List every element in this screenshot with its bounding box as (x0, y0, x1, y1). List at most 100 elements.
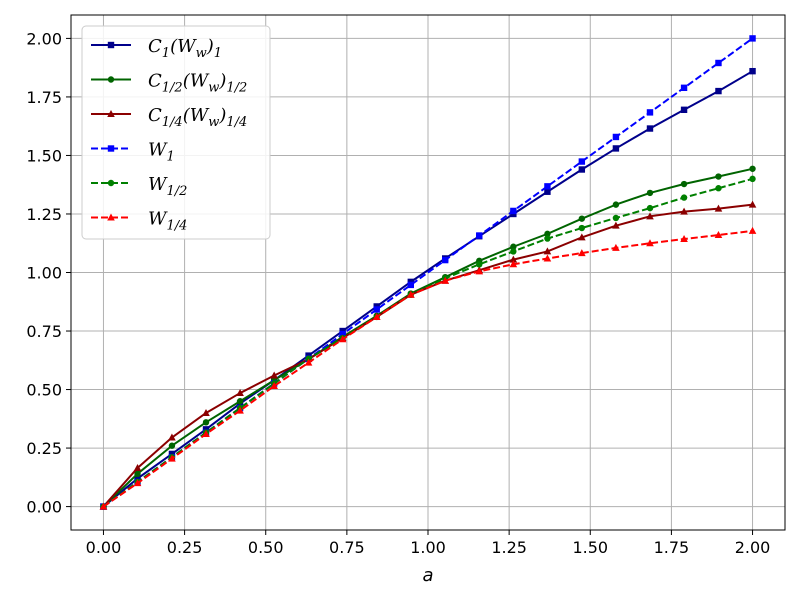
data-point (612, 201, 620, 208)
legend-label-subscript: w (196, 46, 207, 61)
series-line (102, 167, 753, 508)
legend-label: C1/2(Ww)1/2 (148, 71, 247, 96)
y-tick-label: 0.25 (26, 439, 62, 458)
legend-entry: C1(Ww)1 (91, 36, 222, 61)
legend-label-text: W (148, 174, 168, 195)
data-point (99, 502, 108, 510)
data-point (680, 207, 688, 215)
legend-label-subscript: 1/2 (167, 184, 188, 199)
legend-entry: C1/2(Ww)1/2 (91, 71, 247, 96)
data-point (304, 358, 313, 366)
data-point (509, 255, 518, 263)
data-point (680, 235, 688, 243)
legend-marker (107, 41, 115, 49)
legend-entry: C1/4(Ww)1/4 (91, 105, 247, 130)
data-point (202, 419, 210, 426)
y-tick-label: 1.25 (26, 205, 62, 224)
data-point (680, 106, 688, 114)
legend-label-text: (W (170, 36, 197, 57)
data-point (646, 125, 654, 132)
data-point (373, 306, 380, 313)
legend-label: W1 (148, 140, 175, 165)
legend-label-subscript: 1/2 (226, 81, 247, 96)
data-point (544, 183, 551, 190)
legend-marker (107, 145, 115, 152)
series-line (102, 70, 754, 508)
legend-label-subscript: w (208, 115, 219, 130)
legend-label-text: C (148, 71, 162, 92)
data-point (578, 215, 586, 222)
legend-label-subscript: 1/2 (162, 81, 183, 96)
data-point (133, 463, 142, 471)
data-point (578, 249, 586, 257)
data-point (510, 207, 517, 215)
x-tick-label: 0.25 (167, 538, 203, 557)
data-point (646, 212, 654, 220)
legend-label: W1/2 (148, 174, 187, 199)
data-point (372, 312, 381, 320)
data-point (749, 35, 756, 42)
legend-marker (107, 213, 115, 221)
data-point (715, 59, 722, 67)
legend-box (81, 25, 271, 240)
data-point (236, 398, 244, 405)
data-point (476, 232, 483, 239)
y-tick-label: 0.75 (26, 322, 62, 341)
legend-label-text: (W (183, 71, 210, 92)
data-point (270, 382, 278, 390)
data-point (748, 200, 757, 208)
data-point (544, 235, 551, 242)
series-5 (99, 226, 757, 510)
data-point (168, 442, 176, 449)
data-point (680, 84, 688, 92)
data-point (168, 454, 176, 462)
data-point (133, 479, 142, 487)
data-point (578, 158, 586, 165)
legend-label-text: W (148, 209, 168, 230)
data-point (441, 276, 450, 284)
data-point (646, 189, 654, 197)
data-point (578, 166, 586, 173)
ticks: 0.00 0.25 0.50 0.75 1.00 1.25 1.50 1.75 2.00 0.00… (26, 29, 770, 557)
legend-label-subscript: 1 (162, 46, 170, 61)
data-point (544, 188, 551, 195)
y-tick-label: 1.75 (26, 88, 62, 107)
data-point (714, 231, 723, 239)
legend-label-subscript: w (208, 81, 219, 96)
x-tick-label: 1.75 (654, 538, 690, 557)
legend-label: C1(Ww)1 (148, 36, 222, 61)
legend-label: W1/4 (148, 209, 187, 234)
data-point (510, 243, 517, 250)
data-point (407, 281, 414, 289)
data-point (749, 67, 756, 75)
legend-label-text: W (148, 140, 168, 161)
legend-label-text: C (148, 36, 162, 57)
data-point (510, 248, 517, 255)
x-tick-label: 2.00 (735, 538, 771, 557)
legend-entry: W1/4 (91, 209, 187, 234)
data-point (715, 173, 722, 180)
x-axis-label: a (422, 565, 433, 586)
data-point (714, 204, 723, 212)
y-tick-label: 0.00 (26, 498, 62, 517)
data-point (509, 260, 518, 268)
data-point (543, 254, 552, 262)
data-point (543, 247, 552, 255)
series-layer (99, 35, 757, 510)
data-point (236, 406, 244, 414)
data-point (612, 133, 620, 141)
data-point (646, 204, 654, 212)
data-point (715, 185, 722, 192)
legend-label-text: C (148, 105, 162, 126)
data-point (748, 226, 757, 234)
data-point (578, 224, 586, 232)
data-point (578, 233, 586, 241)
data-point (270, 371, 278, 379)
data-point (646, 109, 654, 116)
legend-marker (107, 76, 115, 83)
data-point (134, 475, 141, 482)
data-point (476, 261, 483, 268)
legend-marker (107, 179, 115, 187)
x-tick-label: 1.00 (410, 538, 446, 557)
